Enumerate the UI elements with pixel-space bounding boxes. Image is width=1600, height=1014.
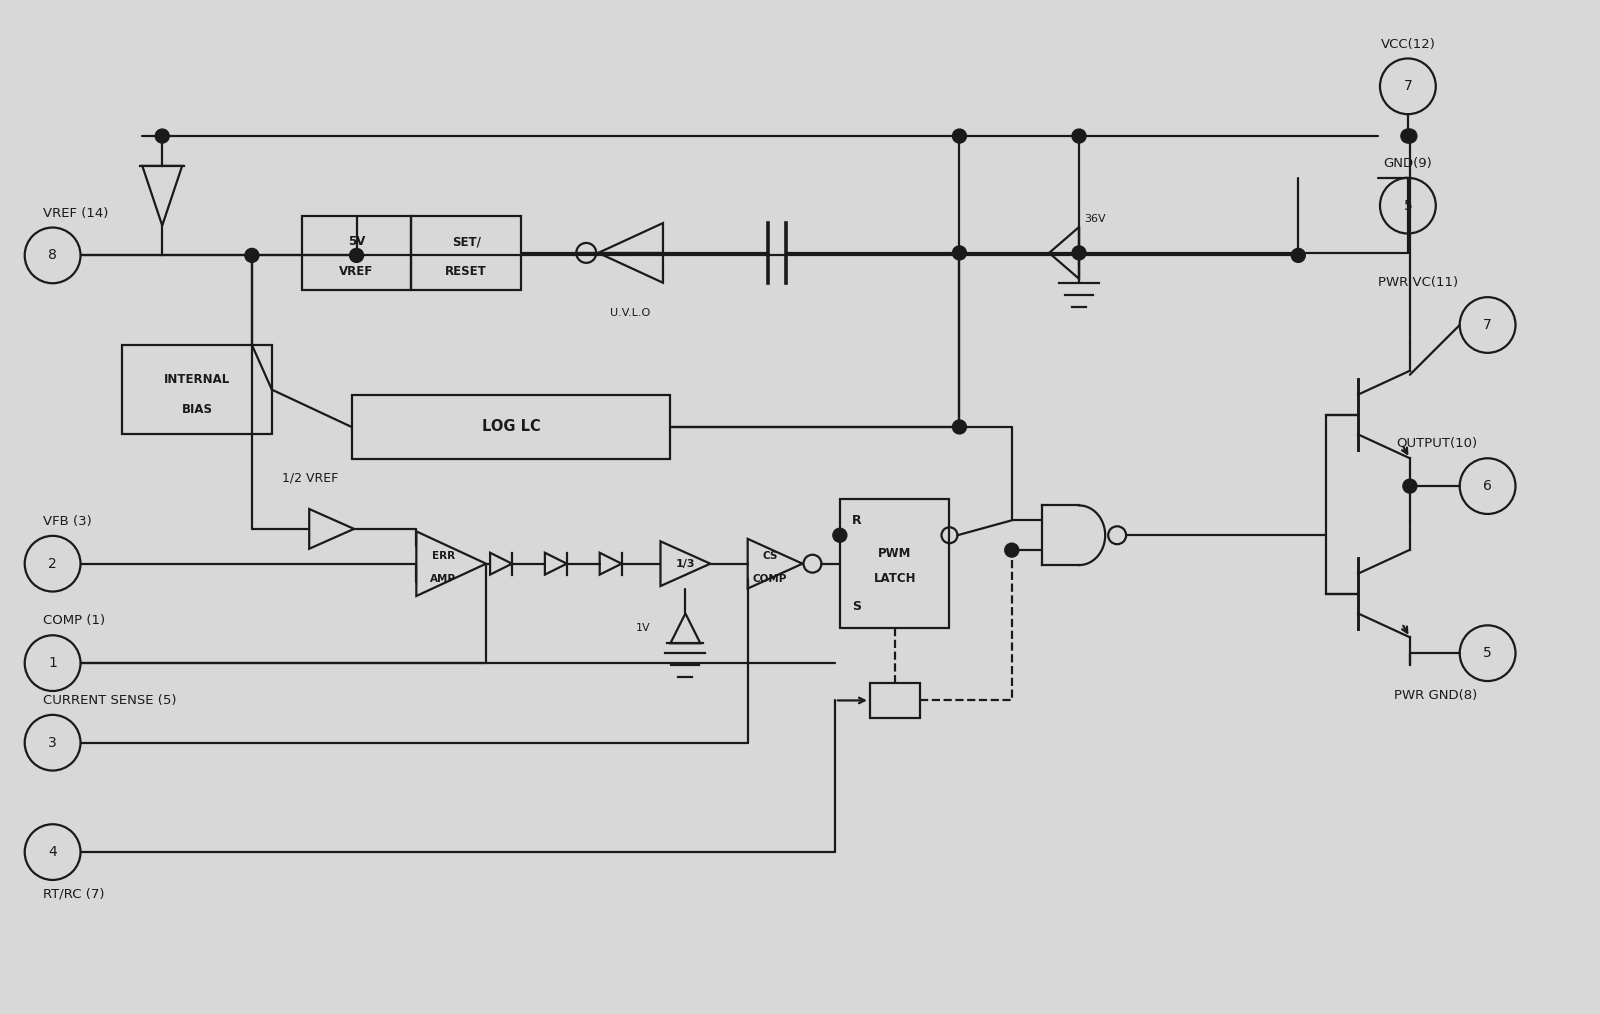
Bar [840, 499, 949, 629]
Text: 1: 1 [48, 656, 58, 670]
Text: PWR VC(11): PWR VC(11) [1378, 276, 1458, 289]
Text: 5: 5 [1403, 199, 1413, 213]
Text: INTERNAL: INTERNAL [163, 373, 230, 386]
Text: PWM: PWM [878, 548, 912, 561]
Text: COMP (1): COMP (1) [43, 614, 104, 628]
Text: ERR: ERR [432, 551, 454, 561]
Circle shape [952, 129, 966, 143]
Text: 1/3: 1/3 [675, 559, 694, 569]
Text: 36V: 36V [1085, 214, 1106, 224]
Circle shape [1403, 480, 1418, 493]
Text: R: R [851, 514, 861, 527]
Circle shape [349, 248, 363, 263]
Text: 6: 6 [1483, 480, 1493, 493]
Circle shape [834, 528, 846, 542]
Text: AMP: AMP [430, 574, 456, 584]
Text: 8: 8 [48, 248, 58, 263]
Bar [411, 216, 522, 290]
Circle shape [155, 129, 170, 143]
Text: 5V: 5V [347, 235, 365, 248]
Circle shape [1291, 248, 1306, 263]
Text: SET/: SET/ [451, 235, 480, 248]
Bar [122, 345, 272, 434]
Text: LATCH: LATCH [874, 572, 915, 585]
Text: BIAS: BIAS [182, 403, 213, 416]
Text: S: S [851, 600, 861, 612]
Text: 2: 2 [48, 557, 58, 571]
Text: PWR GND(8): PWR GND(8) [1394, 689, 1478, 702]
Circle shape [952, 246, 966, 260]
Text: 1V: 1V [635, 624, 651, 634]
Text: CURRENT SENSE (5): CURRENT SENSE (5) [43, 694, 176, 707]
Text: 7: 7 [1403, 79, 1413, 93]
Text: VCC(12): VCC(12) [1381, 38, 1435, 51]
Circle shape [1402, 129, 1414, 143]
Text: 1/2 VREF: 1/2 VREF [282, 472, 338, 484]
Text: 7: 7 [1483, 318, 1491, 332]
Circle shape [952, 420, 966, 434]
Text: RT/RC (7): RT/RC (7) [43, 888, 104, 900]
Text: GND(9): GND(9) [1384, 157, 1432, 170]
Text: OUTPUT(10): OUTPUT(10) [1397, 437, 1478, 450]
Text: CS: CS [763, 551, 778, 561]
Text: RESET: RESET [445, 265, 486, 278]
Text: COMP: COMP [754, 574, 787, 584]
Text: VREF: VREF [339, 265, 374, 278]
Text: LOG LC: LOG LC [482, 420, 541, 434]
Bar [870, 683, 920, 718]
Text: U.V.L.O: U.V.L.O [611, 307, 651, 317]
Bar [302, 216, 411, 290]
Text: VFB (3): VFB (3) [43, 515, 91, 528]
Circle shape [1005, 544, 1019, 557]
Circle shape [245, 248, 259, 263]
Text: 5: 5 [1483, 646, 1491, 660]
Circle shape [1403, 129, 1418, 143]
Circle shape [1072, 246, 1086, 260]
Text: VREF (14): VREF (14) [43, 207, 109, 220]
Text: 4: 4 [48, 845, 58, 859]
Circle shape [1072, 129, 1086, 143]
Text: 3: 3 [48, 736, 58, 749]
Bar [352, 394, 670, 459]
